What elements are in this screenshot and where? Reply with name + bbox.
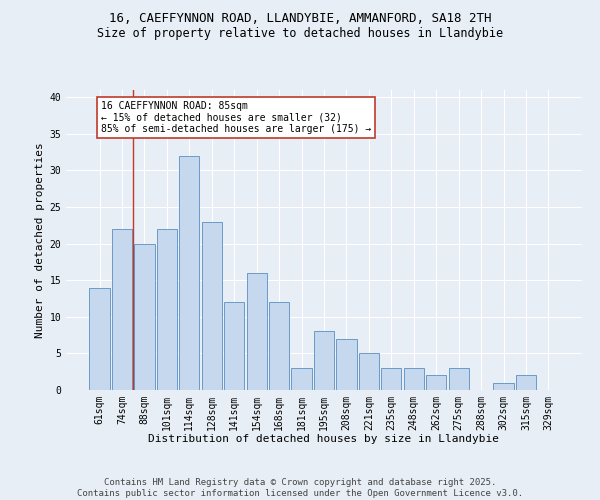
Text: Size of property relative to detached houses in Llandybie: Size of property relative to detached ho… (97, 28, 503, 40)
Bar (247, 273, 267, 390)
Bar (449, 368, 469, 390)
Text: 16 CAEFFYNNON ROAD: 85sqm
← 15% of detached houses are smaller (32)
85% of semi-: 16 CAEFFYNNON ROAD: 85sqm ← 15% of detac… (101, 101, 371, 134)
Bar (202, 222, 222, 390)
Bar (404, 368, 424, 390)
Text: Contains HM Land Registry data © Crown copyright and database right 2025.
Contai: Contains HM Land Registry data © Crown c… (77, 478, 523, 498)
Bar (134, 244, 155, 390)
Bar (516, 376, 536, 390)
Bar (314, 332, 334, 390)
Bar (292, 368, 311, 390)
Bar (179, 156, 199, 390)
Bar (89, 288, 110, 390)
Bar (426, 376, 446, 390)
Y-axis label: Number of detached properties: Number of detached properties (35, 142, 45, 338)
Bar (381, 368, 401, 390)
X-axis label: Distribution of detached houses by size in Llandybie: Distribution of detached houses by size … (149, 434, 499, 444)
Bar (359, 354, 379, 390)
Bar (337, 339, 356, 390)
Bar (224, 302, 244, 390)
Bar (269, 302, 289, 390)
Bar (493, 382, 514, 390)
Text: 16, CAEFFYNNON ROAD, LLANDYBIE, AMMANFORD, SA18 2TH: 16, CAEFFYNNON ROAD, LLANDYBIE, AMMANFOR… (109, 12, 491, 26)
Bar (157, 229, 177, 390)
Bar (112, 229, 132, 390)
